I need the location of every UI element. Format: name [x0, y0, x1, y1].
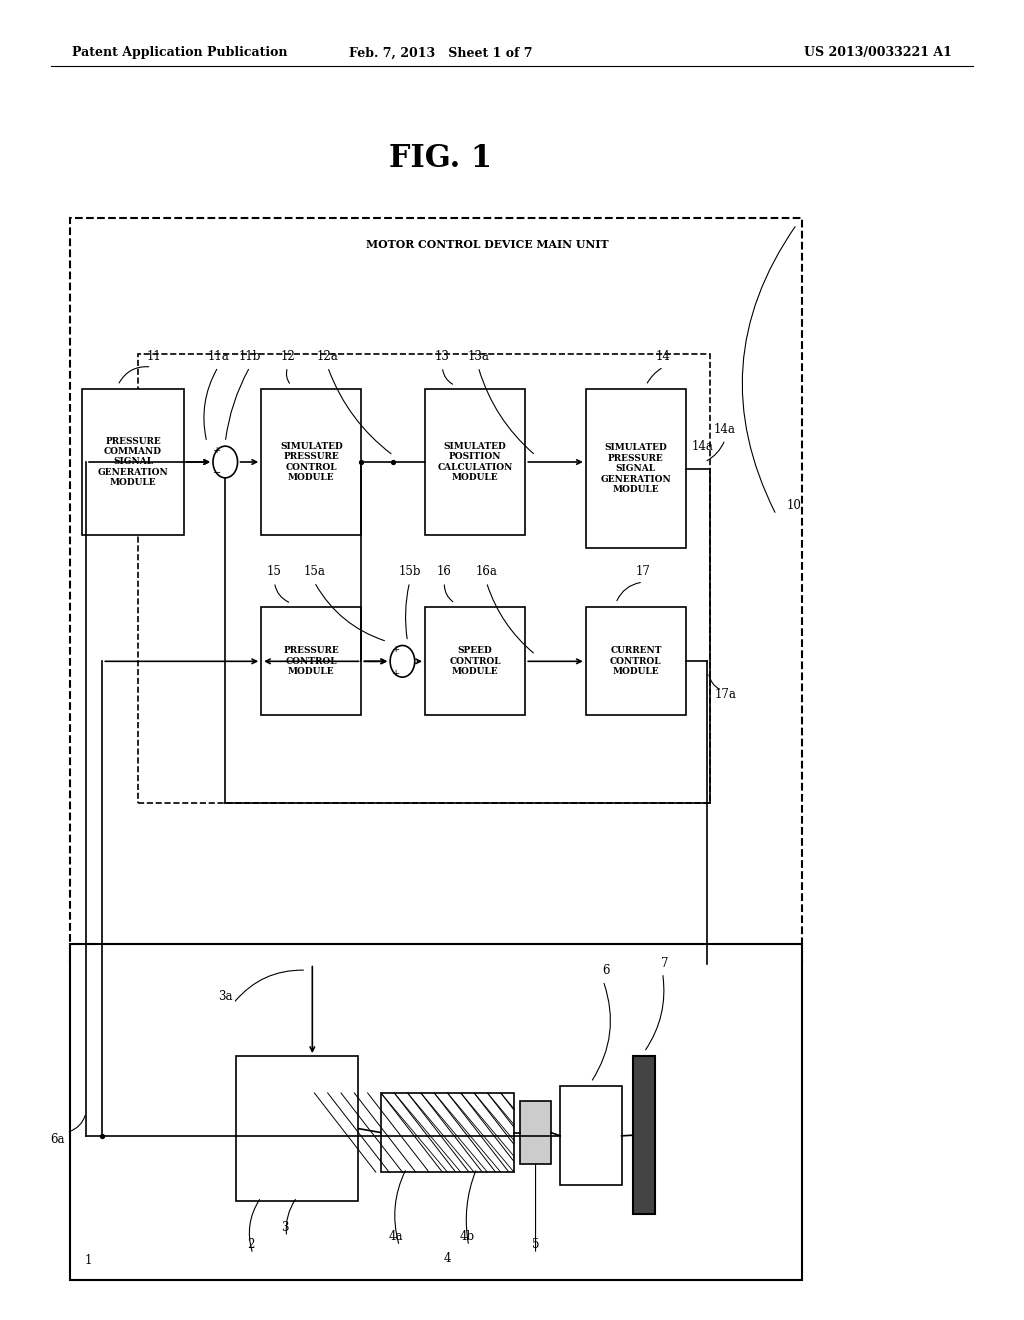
Text: 11: 11 [146, 350, 161, 363]
Text: 11b: 11b [239, 350, 261, 363]
FancyBboxPatch shape [586, 607, 686, 715]
FancyBboxPatch shape [633, 1056, 655, 1214]
Text: 14: 14 [656, 350, 671, 363]
FancyBboxPatch shape [560, 1086, 622, 1185]
FancyBboxPatch shape [261, 389, 361, 535]
Text: 7: 7 [660, 957, 669, 970]
Text: 3a: 3a [218, 990, 232, 1003]
FancyBboxPatch shape [586, 389, 686, 548]
Text: PRESSURE
COMMAND
SIGNAL
GENERATION
MODULE: PRESSURE COMMAND SIGNAL GENERATION MODUL… [97, 437, 169, 487]
Text: 13: 13 [435, 350, 450, 363]
Text: 1: 1 [84, 1254, 92, 1267]
Text: CURRENT
CONTROL
MODULE: CURRENT CONTROL MODULE [610, 647, 662, 676]
Text: US 2013/0033221 A1: US 2013/0033221 A1 [805, 46, 952, 59]
Text: 13a: 13a [467, 350, 489, 363]
Text: SIMULATED
PRESSURE
SIGNAL
GENERATION
MODULE: SIMULATED PRESSURE SIGNAL GENERATION MOD… [600, 444, 672, 494]
Text: 10: 10 [786, 499, 801, 512]
Text: −: − [213, 470, 221, 478]
FancyBboxPatch shape [261, 607, 361, 715]
Text: 4a: 4a [389, 1230, 403, 1243]
Text: 11a: 11a [207, 350, 229, 363]
FancyBboxPatch shape [381, 1093, 514, 1172]
FancyBboxPatch shape [82, 389, 184, 535]
Text: 14a: 14a [714, 422, 736, 436]
Text: +: + [392, 645, 400, 653]
Text: SPEED
CONTROL
MODULE: SPEED CONTROL MODULE [450, 647, 501, 676]
Text: SIMULATED
PRESSURE
CONTROL
MODULE: SIMULATED PRESSURE CONTROL MODULE [280, 442, 343, 482]
Text: 12a: 12a [316, 350, 339, 363]
FancyBboxPatch shape [70, 944, 802, 1280]
Text: 17: 17 [636, 565, 650, 578]
Text: 6a: 6a [50, 1133, 65, 1146]
Text: Patent Application Publication: Patent Application Publication [72, 46, 287, 59]
FancyBboxPatch shape [425, 389, 525, 535]
Text: 15a: 15a [303, 565, 326, 578]
FancyBboxPatch shape [520, 1101, 551, 1164]
FancyBboxPatch shape [425, 607, 525, 715]
Text: 12: 12 [281, 350, 295, 363]
Text: MOTOR CONTROL DEVICE MAIN UNIT: MOTOR CONTROL DEVICE MAIN UNIT [366, 239, 608, 249]
Text: PRESSURE
CONTROL
MODULE: PRESSURE CONTROL MODULE [284, 647, 339, 676]
Text: 6: 6 [602, 964, 610, 977]
Text: +: + [213, 446, 221, 454]
Text: 3: 3 [281, 1221, 289, 1234]
Text: 17a: 17a [715, 688, 736, 701]
FancyBboxPatch shape [138, 354, 710, 803]
Text: 14a: 14a [691, 440, 713, 453]
Text: 15b: 15b [398, 565, 421, 578]
Text: 5: 5 [531, 1238, 540, 1251]
Text: 15: 15 [267, 565, 282, 578]
Text: +: + [392, 669, 400, 677]
Text: SIMULATED
POSITION
CALCULATION
MODULE: SIMULATED POSITION CALCULATION MODULE [437, 442, 513, 482]
FancyBboxPatch shape [70, 218, 802, 964]
Text: 16: 16 [437, 565, 452, 578]
Text: FIG. 1: FIG. 1 [389, 143, 492, 174]
Text: 4: 4 [443, 1251, 452, 1265]
Text: 2: 2 [247, 1238, 255, 1251]
Text: 16a: 16a [475, 565, 498, 578]
Text: 4b: 4b [460, 1230, 475, 1243]
Text: Feb. 7, 2013   Sheet 1 of 7: Feb. 7, 2013 Sheet 1 of 7 [348, 46, 532, 59]
FancyBboxPatch shape [236, 1056, 358, 1201]
